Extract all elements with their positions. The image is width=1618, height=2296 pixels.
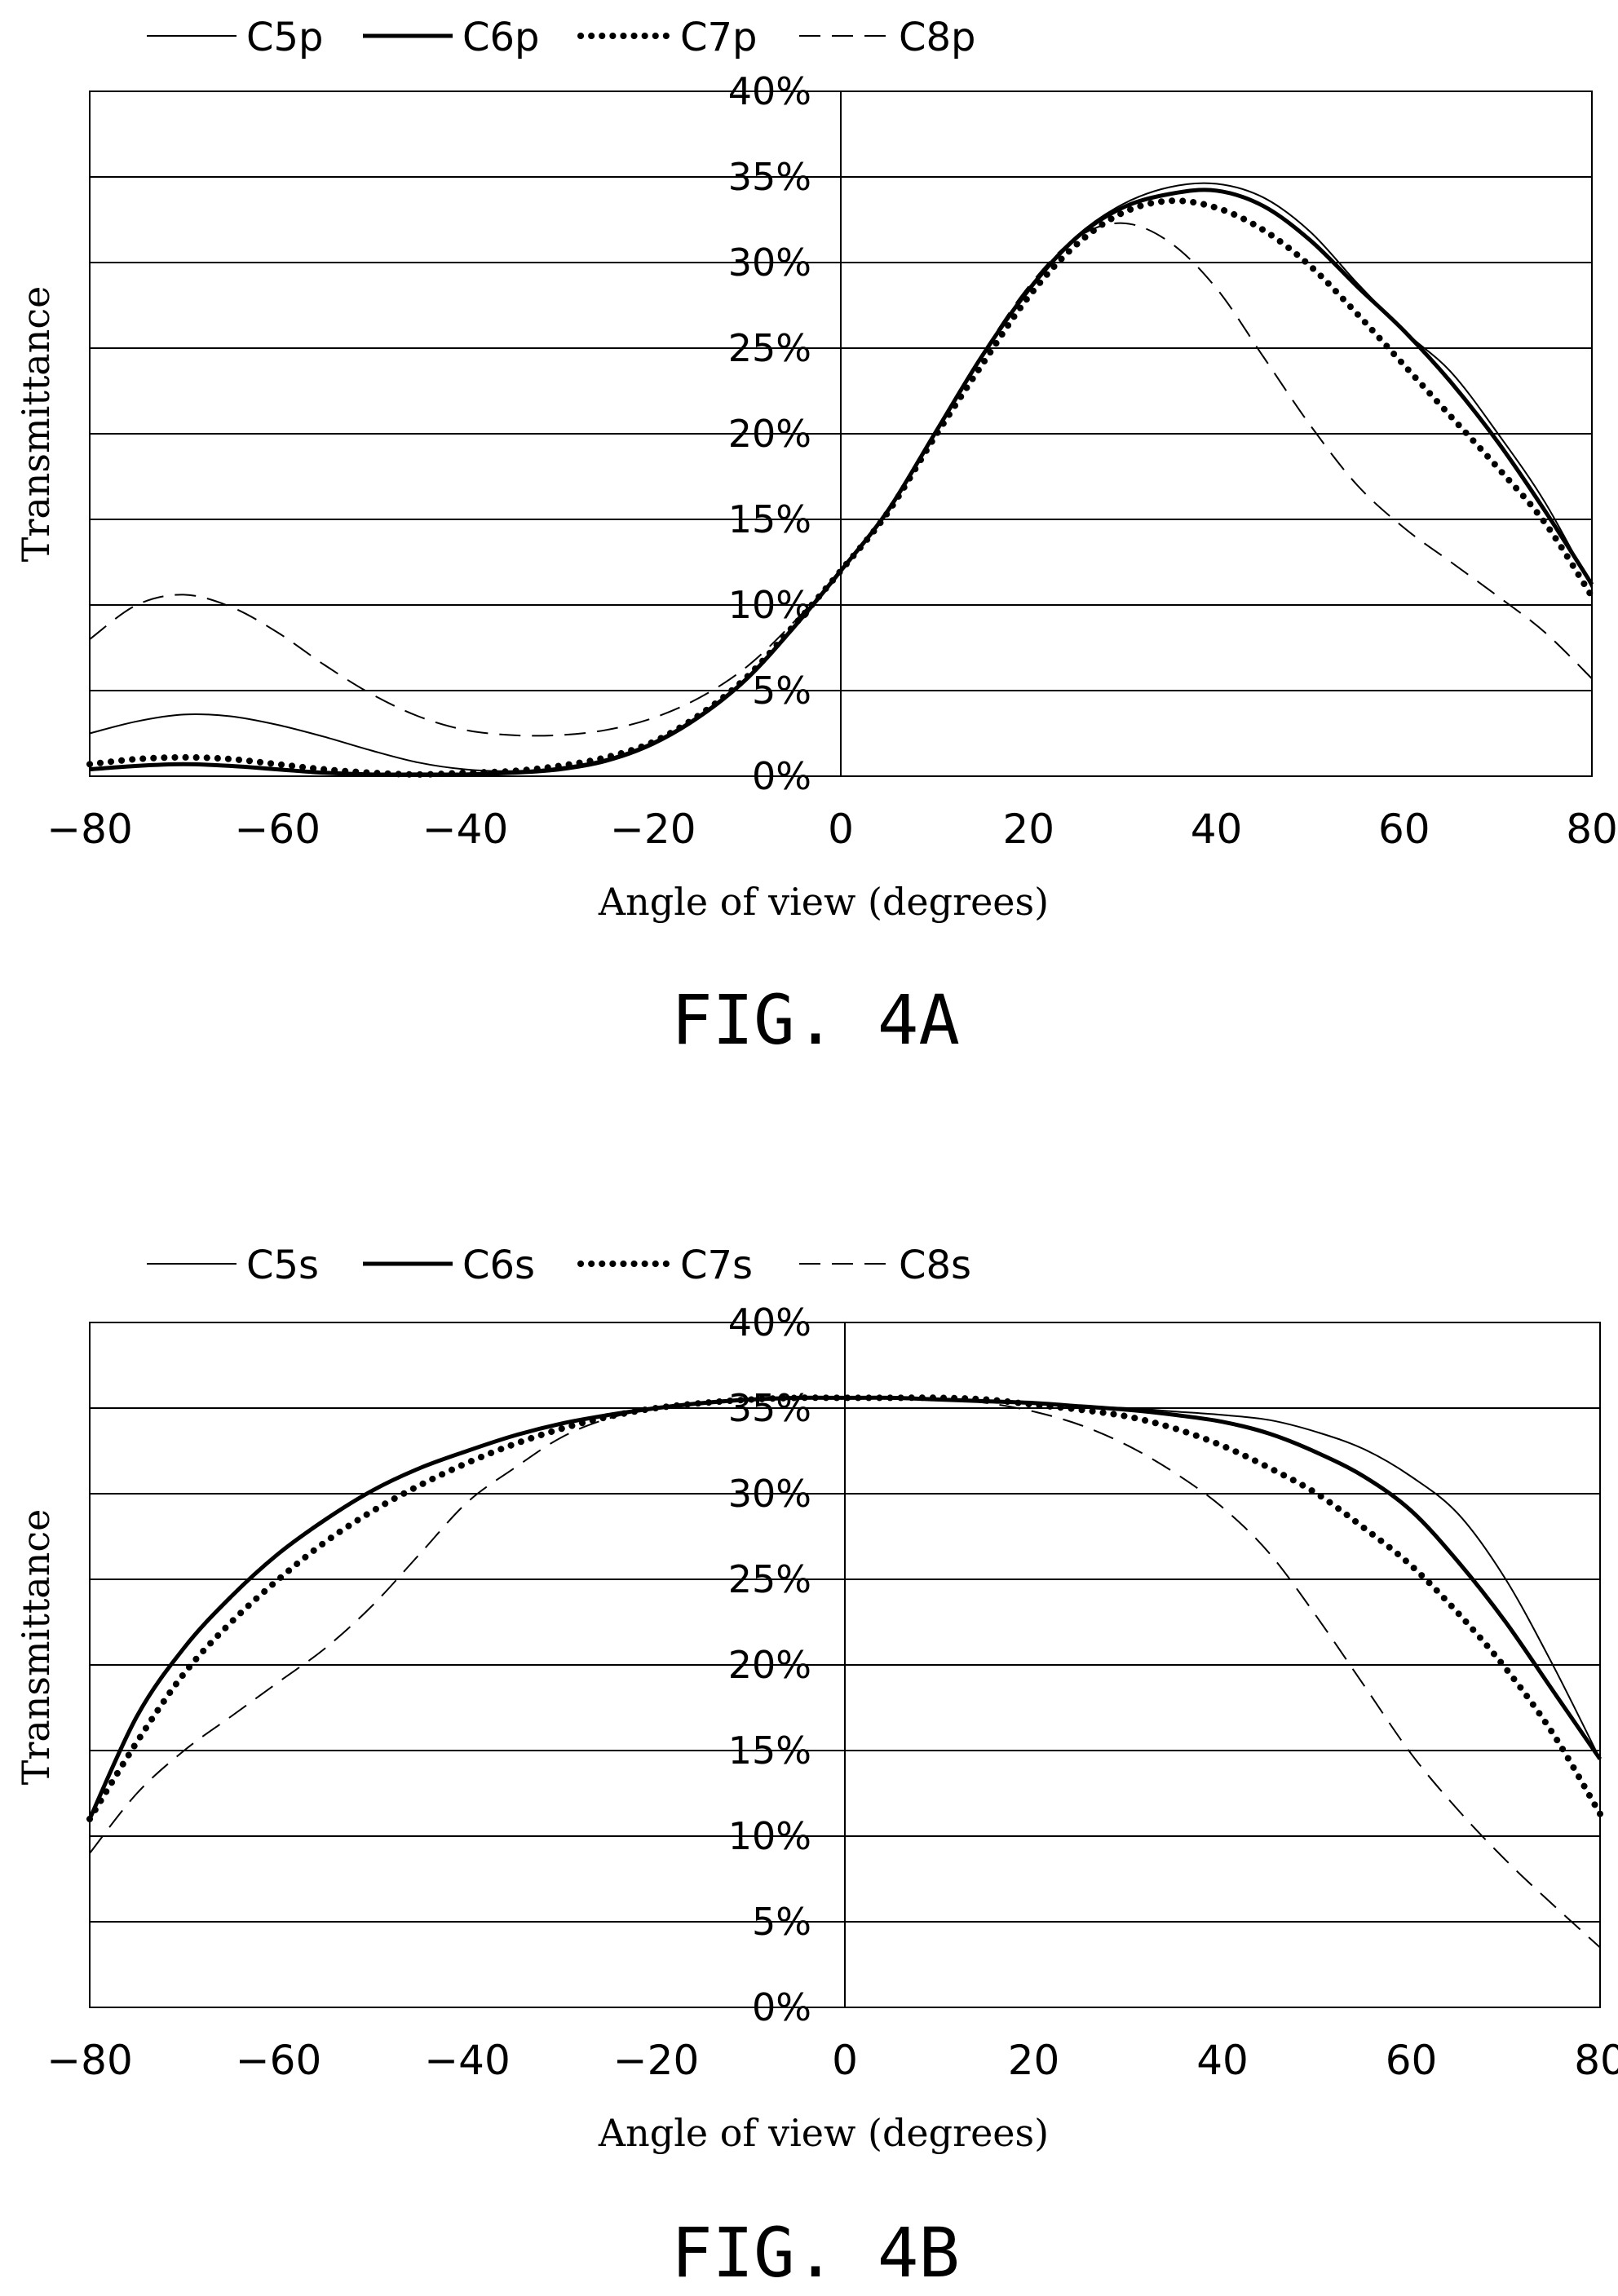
x-tick-label-fig-4a: −20 (610, 806, 696, 853)
y-tick-label-fig-4a: 5% (752, 669, 811, 713)
x-tick-label-fig-4a: 0 (828, 806, 854, 853)
x-tick-label-fig-4b: 80 (1574, 2037, 1618, 2084)
x-tick-label-fig-4b: 0 (832, 2037, 858, 2084)
legend-label-c5s: C5s (246, 1243, 319, 1288)
y-tick-label-fig-4b: 0% (752, 1985, 811, 2029)
y-tick-label-fig-4a: 35% (728, 155, 811, 199)
legend-label-c5p: C5p (246, 15, 324, 60)
x-tick-label-fig-4b: −60 (236, 2037, 322, 2084)
x-tick-label-fig-4b: 40 (1196, 2037, 1249, 2084)
y-tick-label-fig-4b: 25% (728, 1557, 811, 1601)
x-tick-label-fig-4a: −80 (46, 806, 133, 853)
legend-label-c8p: C8p (899, 15, 976, 60)
y-tick-label-fig-4b: 30% (728, 1472, 811, 1516)
y-tick-label-fig-4b: 40% (728, 1300, 811, 1344)
legend-label-c7s: C7s (680, 1243, 753, 1288)
legend-label-c8s: C8s (899, 1243, 971, 1288)
y-tick-label-fig-4b: 10% (728, 1814, 811, 1858)
figure-caption-fig-4a: FIG. 4A (671, 980, 960, 1060)
y-tick-label-fig-4b: 35% (728, 1386, 811, 1430)
axis-label-y-fig-4b: Transmittance (14, 1509, 58, 1786)
x-tick-label-fig-4a: 80 (1566, 806, 1618, 853)
x-tick-label-fig-4a: 60 (1378, 806, 1430, 853)
axis-label-x-fig-4b: Angle of view (degrees) (598, 2111, 1049, 2155)
series-line-c8s (89, 1397, 1601, 1949)
y-tick-label-fig-4a: 20% (728, 412, 811, 456)
x-tick-label-fig-4a: 20 (1002, 806, 1054, 853)
y-tick-label-fig-4b: 20% (728, 1643, 811, 1687)
chart-fig-4b: 0% 5% 10% 15% 20% 25% 30% 35% 40% −80 −60 −40 −20 0 20… (46, 1243, 1618, 2084)
x-tick-label-fig-4b: −20 (613, 2037, 700, 2084)
legend-label-c6s: C6s (462, 1243, 535, 1288)
y-tick-label-fig-4a: 0% (752, 754, 811, 798)
x-tick-label-fig-4b: 20 (1008, 2037, 1060, 2084)
x-tick-label-fig-4b: −80 (46, 2037, 133, 2084)
x-tick-label-fig-4a: −60 (234, 806, 321, 853)
x-tick-label-fig-4a: −40 (422, 806, 509, 853)
legend-label-c6p: C6p (462, 15, 540, 60)
legend-label-c7p: C7p (680, 15, 758, 60)
chart-fig-4a: 0%5%10%15%20%25%30%35%40%−80 −60 −40 −20 0 20… (46, 15, 1618, 853)
y-tick-label-fig-4a: 15% (728, 497, 811, 541)
y-tick-label-fig-4a: 25% (728, 326, 811, 370)
y-tick-label-fig-4a: 40% (728, 69, 811, 113)
figure-caption-fig-4b: FIG. 4B (671, 2213, 960, 2293)
axis-label-x-fig-4a: Angle of view (degrees) (598, 880, 1049, 924)
y-tick-label-fig-4a: 30% (728, 241, 811, 285)
x-tick-label-fig-4a: 40 (1191, 806, 1243, 853)
axis-label-y-fig-4a: Transmittance (14, 286, 58, 563)
x-tick-label-fig-4b: 60 (1386, 2037, 1438, 2084)
series-line-c7p (86, 197, 1595, 778)
y-tick-label-fig-4b: 15% (728, 1729, 811, 1773)
x-tick-label-fig-4b: −40 (424, 2037, 511, 2084)
series-line-c8p (89, 222, 1593, 737)
y-tick-label-fig-4b: 5% (752, 1900, 811, 1944)
